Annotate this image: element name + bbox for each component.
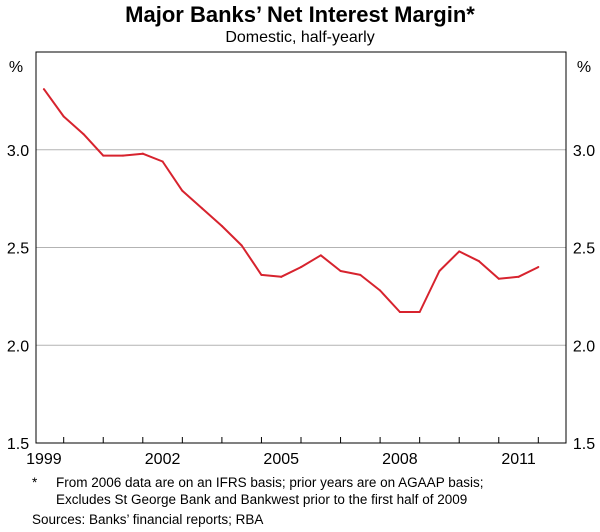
x-tick-label: 2002 <box>145 451 181 468</box>
series-line <box>43 88 539 313</box>
y-axis-ticks: 1.5 1.5 2.0 2.0 2.5 2.5 3.0 3.0 <box>7 143 595 453</box>
chart-subtitle: Domestic, half-yearly <box>225 29 374 46</box>
series-layer <box>42 88 540 314</box>
footnote-line-2: Excludes St George Bank and Bankwest pri… <box>56 492 468 507</box>
y-tick-label-left: 1.5 <box>7 436 29 453</box>
data-point <box>240 244 243 247</box>
data-point <box>201 207 204 210</box>
data-point <box>141 152 144 155</box>
x-tick-label: 2008 <box>382 451 418 468</box>
chart-title: Major Banks’ Net Interest Margin* <box>125 2 475 27</box>
data-point <box>82 133 85 136</box>
data-point <box>339 269 342 272</box>
footnote-marker: * <box>32 475 38 490</box>
x-axis-ticks: 1999 2002 2005 2008 2011 <box>26 437 539 468</box>
data-point <box>359 273 362 276</box>
data-point <box>220 224 223 227</box>
sources-text: Sources: Banks’ financial reports; RBA <box>32 512 264 527</box>
y-tick-label-left: 2.0 <box>7 338 29 355</box>
data-point <box>42 88 45 91</box>
gridlines <box>36 149 566 346</box>
y-tick-label-left: 2.5 <box>7 241 29 258</box>
data-point <box>517 275 520 278</box>
y-tick-label-right: 3.0 <box>573 143 595 160</box>
data-point <box>458 250 461 253</box>
data-point <box>477 260 480 263</box>
data-point <box>398 311 401 314</box>
data-point <box>418 311 421 314</box>
x-tick-label: 2005 <box>263 451 299 468</box>
data-point <box>537 266 540 269</box>
data-point <box>379 289 382 292</box>
data-point <box>181 189 184 192</box>
data-point <box>102 154 105 157</box>
data-point <box>260 273 263 276</box>
data-point <box>497 277 500 280</box>
left-unit-label: % <box>9 59 23 76</box>
data-point <box>161 160 164 163</box>
data-point <box>280 275 283 278</box>
y-tick-label-right: 2.5 <box>573 241 595 258</box>
y-tick-label-left: 3.0 <box>7 143 29 160</box>
y-tick-label-right: 2.0 <box>573 338 595 355</box>
data-point <box>438 269 441 272</box>
footnote-line-1: From 2006 data are on an IFRS basis; pri… <box>56 475 484 490</box>
x-tick-label: 1999 <box>26 451 62 468</box>
data-point <box>300 266 302 269</box>
right-unit-label: % <box>577 59 591 76</box>
y-tick-label-right: 1.5 <box>573 436 595 453</box>
x-tick-label: 2011 <box>501 451 536 468</box>
data-point <box>319 254 322 257</box>
data-point <box>122 154 125 157</box>
data-point <box>62 115 65 118</box>
